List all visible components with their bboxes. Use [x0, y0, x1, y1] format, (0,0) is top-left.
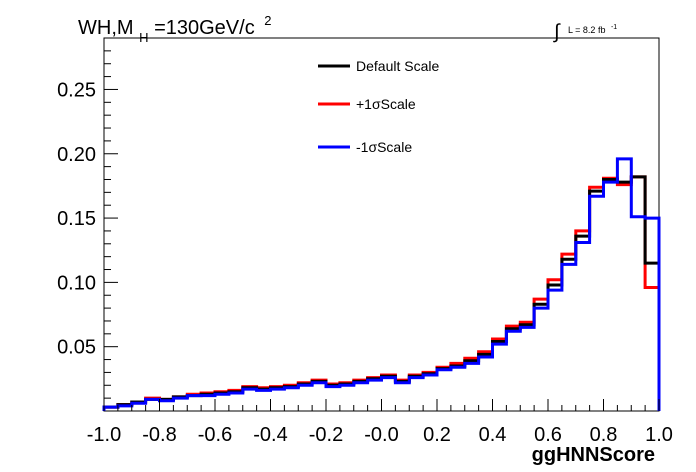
lumi-text: L = 8.2 fb	[568, 25, 605, 35]
axis-layer: 0.05 0.10 0.15 0.20 0.25 -1.0 -0.8 -0.6 -0.4 -0.2…	[57, 37, 673, 446]
lumi-label: L = 8.2 fb -1	[568, 24, 617, 35]
x-tick-label: -0.0	[364, 424, 398, 446]
x-tick-label: -0.8	[142, 424, 176, 446]
chart-title-after: =130GeV/c	[154, 17, 255, 39]
series-layer	[102, 157, 661, 411]
x-tick-label: 0.4	[479, 424, 507, 446]
chart-title-subscript: H	[139, 30, 148, 45]
x-tick-label: -0.4	[253, 424, 287, 446]
chart-title: WH,M H =130GeV/c 2	[78, 13, 271, 47]
legend-label-plus1sigma: +1σScale	[356, 96, 416, 112]
legend-label-minus1sigma: -1σScale	[356, 139, 412, 155]
x-tick-label: -1.0	[87, 424, 121, 446]
x-tick-label: 0.2	[423, 424, 451, 446]
x-tick-label: 0.6	[534, 424, 562, 446]
x-tick-label: -0.2	[309, 424, 343, 446]
legend: Default Scale +1σScale -1σScale	[318, 58, 439, 155]
x-tick-label: 1.0	[645, 424, 673, 446]
x-tick-label: 0.8	[590, 424, 618, 446]
lumi-superscript: -1	[611, 24, 617, 31]
chart-title-main: WH,M	[78, 17, 134, 39]
y-tick-label: 0.25	[57, 79, 96, 101]
x-tick-label: -0.6	[198, 424, 232, 446]
x-axis-label: ggHNNScore	[532, 444, 655, 466]
y-tick-label: 0.10	[57, 272, 96, 294]
y-tick-label: 0.05	[57, 337, 96, 359]
y-tick-label: 0.20	[57, 144, 96, 166]
lumi-integral-symbol: ∫	[553, 21, 561, 43]
legend-label-default: Default Scale	[356, 58, 439, 74]
chart-title-superscript: 2	[264, 13, 271, 28]
series-line-minus1sigma	[102, 157, 661, 411]
y-tick-label: 0.15	[57, 208, 96, 230]
